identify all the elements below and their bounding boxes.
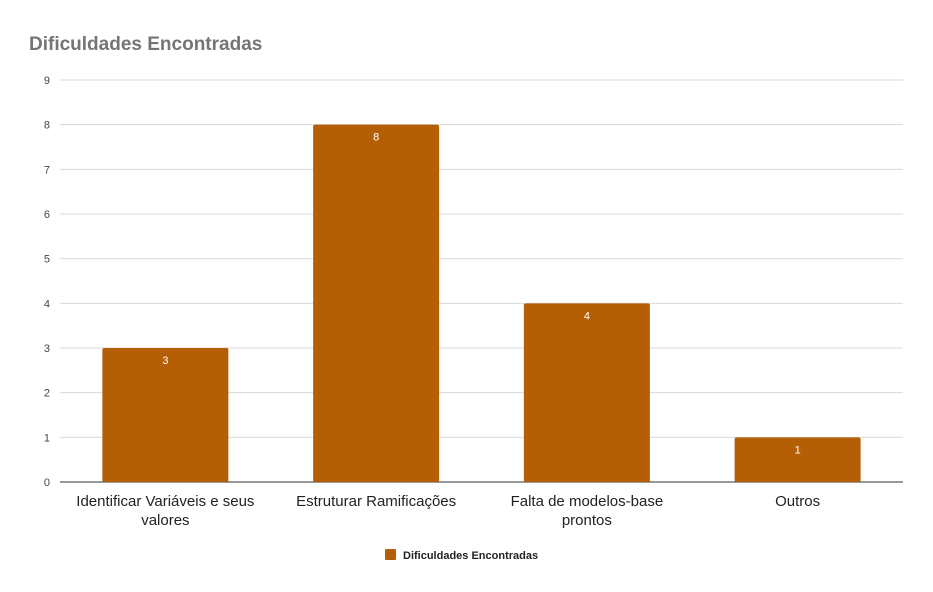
legend-label: Dificuldades Encontradas bbox=[403, 550, 538, 562]
data-label: 3 bbox=[162, 355, 168, 367]
bar bbox=[734, 437, 861, 482]
x-tick-label: Outros bbox=[775, 493, 820, 510]
y-tick-label: 5 bbox=[44, 254, 50, 266]
y-tick-label: 2 bbox=[44, 388, 50, 400]
y-tick-label: 1 bbox=[44, 432, 50, 444]
y-tick-label: 0 bbox=[44, 477, 50, 489]
bars: 3 8 4 1 bbox=[102, 124, 861, 483]
x-axis-ticks: Identificar Variáveis e seus valores Estru… bbox=[76, 493, 820, 529]
bar bbox=[313, 124, 440, 483]
x-tick-label: Falta de modelos-base prontos bbox=[511, 493, 664, 529]
y-tick-label: 4 bbox=[44, 298, 50, 310]
data-label: 4 bbox=[584, 310, 590, 322]
y-tick-label: 9 bbox=[44, 75, 50, 87]
y-axis-ticks: 0 1 2 3 4 5 6 7 8 9 bbox=[44, 75, 50, 489]
chart-title: Dificuldades Encontradas bbox=[29, 34, 262, 55]
y-tick-label: 6 bbox=[44, 209, 50, 221]
bar bbox=[102, 348, 229, 482]
x-tick-label: Estruturar Ramificações bbox=[296, 493, 456, 510]
data-label: 1 bbox=[795, 444, 801, 456]
legend: Dificuldades Encontradas bbox=[385, 549, 538, 562]
x-tick-label: Identificar Variáveis e seus valores bbox=[76, 493, 254, 529]
y-tick-label: 7 bbox=[44, 164, 50, 176]
y-tick-label: 3 bbox=[44, 343, 50, 355]
bar bbox=[523, 303, 650, 482]
data-label: 8 bbox=[373, 132, 379, 144]
y-tick-label: 8 bbox=[44, 120, 50, 132]
legend-swatch bbox=[385, 549, 396, 560]
